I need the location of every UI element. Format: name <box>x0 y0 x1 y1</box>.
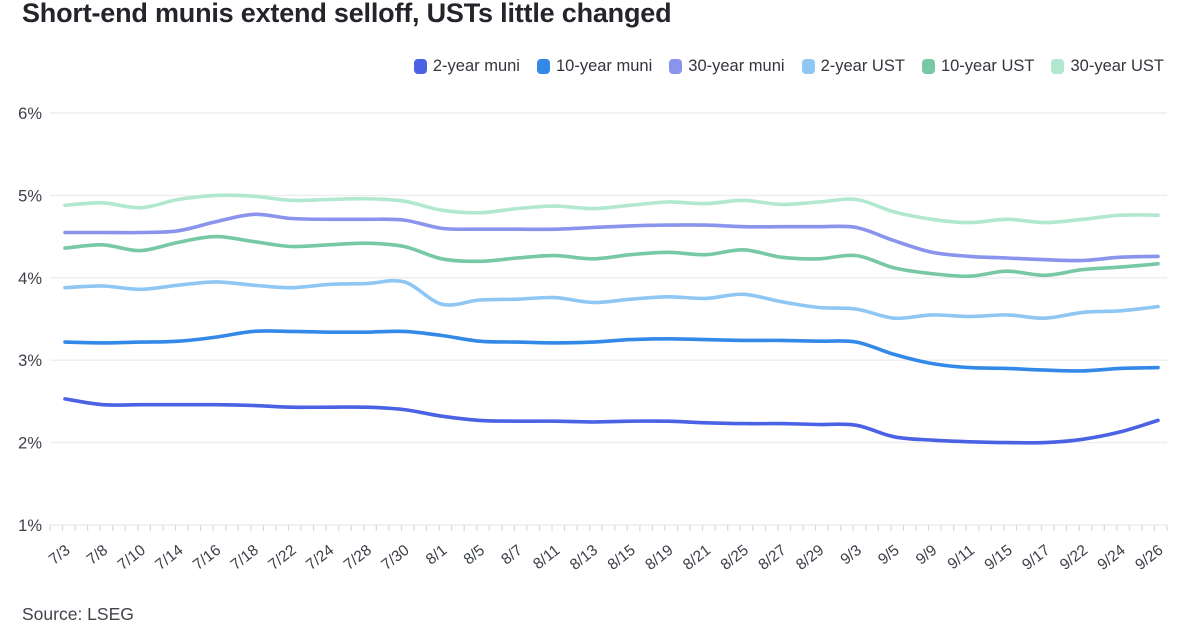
x-axis-label: 7/30 <box>378 542 413 574</box>
legend-label: 10-year muni <box>555 57 653 75</box>
x-axis-label: 8/1 <box>423 542 450 569</box>
chart-legend: 2-year muni 10-year muni 30-year muni 2-yea… <box>413 57 1164 76</box>
x-axis-label: 7/14 <box>152 542 187 574</box>
x-axis-label: 8/19 <box>642 542 676 574</box>
y-axis-label: 3% <box>18 352 42 370</box>
source-note: Source: LSEG <box>22 604 134 624</box>
legend-swatch-icon <box>921 59 935 74</box>
series-line-30-year-ust <box>63 193 1160 225</box>
x-axis-label: 9/9 <box>913 542 940 569</box>
x-axis-label: 9/26 <box>1132 542 1166 574</box>
x-axis-label: 8/11 <box>530 542 563 573</box>
x-axis-label: 7/22 <box>265 542 299 574</box>
legend-swatch-icon <box>801 59 815 74</box>
legend-label: 10-year UST <box>940 57 1035 75</box>
x-axis-label: 8/29 <box>793 542 827 574</box>
x-axis-label: 9/15 <box>981 542 1015 574</box>
legend-swatch-icon <box>1051 59 1065 74</box>
legend-label: 30-year UST <box>1070 57 1164 75</box>
series-line-10-year-ust <box>63 234 1160 279</box>
legend-swatch-icon <box>669 59 683 74</box>
x-axis-label: 9/22 <box>1057 542 1091 574</box>
x-axis-label: 9/11 <box>945 542 978 573</box>
legend-label: 2-year muni <box>432 57 520 75</box>
chart-title: Short-end munis extend selloff, USTs lit… <box>22 0 672 28</box>
legend-item-2-year-ust: 2-year UST <box>801 57 905 76</box>
x-axis-label: 8/25 <box>718 542 752 574</box>
y-axis-label: 4% <box>18 270 42 288</box>
legend-item-10-year-muni: 10-year muni <box>536 57 653 76</box>
legend-label: 30-year muni <box>688 57 785 75</box>
x-axis-label: 8/15 <box>605 542 639 574</box>
x-axis-label: 8/5 <box>461 542 488 569</box>
x-axis-label: 7/8 <box>84 542 111 569</box>
x-axis-label: 8/21 <box>680 542 714 574</box>
x-axis-label: 9/24 <box>1095 542 1130 574</box>
legend-label: 2-year UST <box>820 57 905 75</box>
y-axis-label: 2% <box>18 435 42 453</box>
x-axis-label: 7/16 <box>190 542 224 574</box>
series-line-30-year-muni <box>63 212 1160 263</box>
x-axis-label: 7/3 <box>46 542 73 569</box>
x-axis-label: 7/28 <box>341 542 375 574</box>
x-axis-label: 8/13 <box>567 542 601 574</box>
x-axis-label: 7/18 <box>228 542 262 574</box>
x-axis-label: 8/27 <box>755 542 789 574</box>
legend-item-30-year-muni: 30-year muni <box>669 57 785 76</box>
y-axis-label: 6% <box>18 105 42 123</box>
x-axis-label: 9/17 <box>1019 542 1053 574</box>
series-line-10-year-muni <box>63 329 1160 373</box>
x-axis-label: 8/7 <box>498 542 525 569</box>
legend-swatch-icon <box>413 59 427 74</box>
x-axis-label: 7/10 <box>115 542 150 574</box>
series-line-2-year-muni <box>63 397 1160 445</box>
x-axis-label: 9/3 <box>837 542 864 569</box>
legend-swatch-icon <box>536 59 550 74</box>
legend-item-2-year-muni: 2-year muni <box>413 57 520 76</box>
x-axis-label: 9/5 <box>875 542 902 569</box>
series-line-2-year-ust <box>63 278 1160 321</box>
legend-item-30-year-ust: 30-year UST <box>1051 57 1164 76</box>
legend-item-10-year-ust: 10-year UST <box>921 57 1035 76</box>
x-axis-label: 7/24 <box>303 542 338 574</box>
y-axis-label: 1% <box>18 517 42 535</box>
y-axis-label: 5% <box>18 187 42 205</box>
